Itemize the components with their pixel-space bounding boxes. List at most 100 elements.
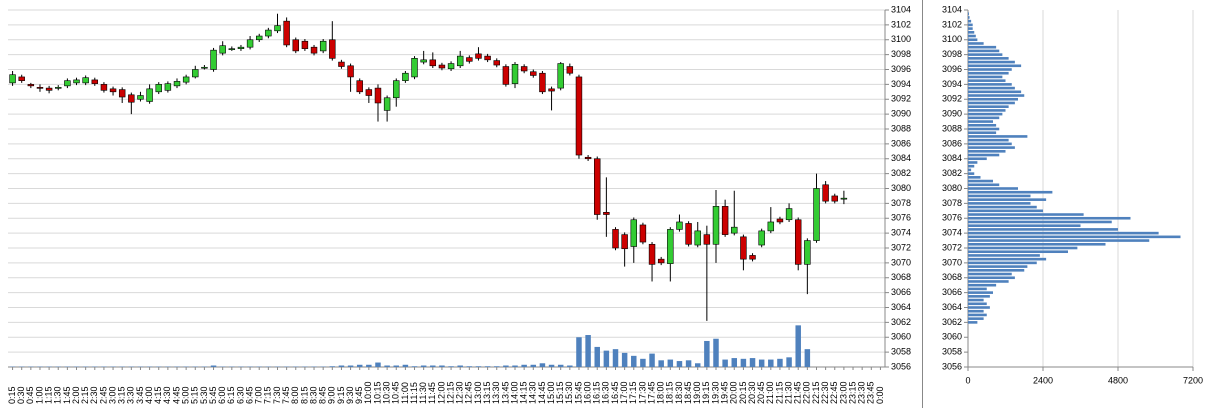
y-tick-label: 3056 [942, 361, 962, 371]
candle-body [511, 63, 519, 84]
volume-bar [749, 358, 756, 367]
x-tick-label: 9:30 [345, 386, 355, 404]
candle-body [301, 40, 309, 49]
volume-bar [740, 358, 747, 367]
candle-body [657, 258, 665, 264]
x-tick-label: 2400 [1033, 375, 1053, 385]
y-tick-label: 3068 [891, 272, 911, 282]
volume-bar [658, 360, 664, 367]
x-tick-label: 3:15 [117, 386, 127, 404]
profile-bar [968, 220, 1112, 224]
x-tick-label: 10:15 [372, 381, 382, 404]
x-tick-label: 7:15 [263, 386, 273, 404]
profile-bar [968, 68, 1012, 71]
volume-bar [667, 359, 674, 367]
candle-body [100, 84, 108, 91]
candle-body [785, 208, 793, 221]
y-tick-label: 3064 [942, 302, 962, 312]
candle-body [676, 221, 683, 230]
candle-body [146, 88, 153, 102]
x-tick-label: 7:00 [254, 386, 264, 404]
profile-bar [968, 287, 987, 291]
x-tick-label: 9:00 [327, 386, 337, 404]
profile-bar [968, 131, 997, 135]
profile-bar [968, 109, 1006, 112]
x-tick-label: 0:30 [16, 386, 26, 404]
y-tick-label: 3096 [942, 64, 962, 74]
candle-body [137, 95, 144, 100]
x-tick-label: 21:15 [774, 381, 784, 404]
volume-bar [603, 350, 610, 367]
candle-body [749, 255, 756, 260]
x-tick-label: 1:30 [53, 386, 63, 404]
profile-bar [968, 157, 987, 161]
candle-body [484, 55, 491, 61]
y-tick-label: 3090 [891, 109, 911, 119]
y-tick-label: 3098 [891, 49, 911, 59]
x-tick-label: 10:30 [381, 381, 391, 404]
y-tick-label: 3080 [942, 183, 962, 193]
profile-bar [968, 183, 1000, 187]
candle-body [712, 206, 720, 245]
profile-bar [968, 179, 993, 183]
x-tick-label: 16:00 [582, 381, 592, 404]
profile-bar [968, 239, 1150, 242]
profile-bar [968, 90, 1022, 94]
x-tick-label: 6:00 [217, 386, 227, 404]
candle-body [55, 87, 62, 89]
candle-body [319, 40, 327, 52]
candle-body [822, 184, 829, 202]
profile-bar [968, 31, 975, 34]
candle-body [429, 59, 437, 67]
y-tick-label: 3062 [942, 317, 962, 327]
profile-bar [968, 209, 1043, 213]
candle-body [831, 195, 838, 202]
y-tick-label: 3074 [891, 228, 911, 238]
profile-bar [968, 265, 1028, 268]
candle-body [767, 221, 775, 232]
volume-bar [512, 365, 518, 367]
profile-bar [968, 19, 972, 23]
y-tick-label: 3094 [942, 79, 962, 89]
y-tick-label: 3082 [942, 168, 962, 178]
x-tick-label: 4:15 [153, 386, 163, 404]
y-tick-label: 3068 [942, 272, 962, 282]
x-tick-label: 3:30 [126, 386, 136, 404]
volume-bar [631, 355, 637, 367]
profile-bar [968, 116, 1000, 120]
volume-bar [375, 362, 381, 367]
x-tick-label: 8:30 [308, 386, 318, 404]
candle-body [548, 88, 555, 92]
x-tick-label: 22:15 [811, 381, 821, 404]
candle-body [155, 84, 162, 93]
x-tick-label: 12:00 [436, 381, 446, 404]
profile-bar [968, 142, 1012, 146]
profile-bar [968, 272, 1012, 276]
volume-bar [430, 365, 436, 367]
x-tick-label: 7:45 [281, 386, 291, 404]
volume-bar [347, 365, 354, 367]
y-tick-label: 3084 [891, 153, 911, 163]
candle-body [192, 69, 199, 78]
x-tick-label: 14:45 [537, 381, 547, 404]
candle-body [721, 206, 729, 235]
volume-bar [393, 365, 399, 367]
candle-body [456, 55, 464, 67]
x-tick-label: 23:15 [847, 381, 857, 404]
candle-body [612, 229, 619, 249]
y-tick-label: 3086 [891, 138, 911, 148]
candle-body [411, 58, 418, 78]
x-tick-label: 13:15 [482, 381, 492, 404]
profile-bar [968, 38, 978, 42]
x-tick-label: 4800 [1108, 375, 1128, 385]
volume-bar [576, 337, 582, 367]
candle-body [694, 230, 701, 246]
x-tick-label: 4:00 [144, 386, 154, 404]
volume-bar [621, 352, 628, 367]
volume-bar [366, 364, 372, 367]
x-tick-label: 0:15 [7, 386, 17, 404]
candle-body [283, 20, 290, 46]
candle-body [292, 39, 299, 52]
y-tick-label: 3100 [891, 34, 911, 44]
candle-body [557, 63, 564, 89]
